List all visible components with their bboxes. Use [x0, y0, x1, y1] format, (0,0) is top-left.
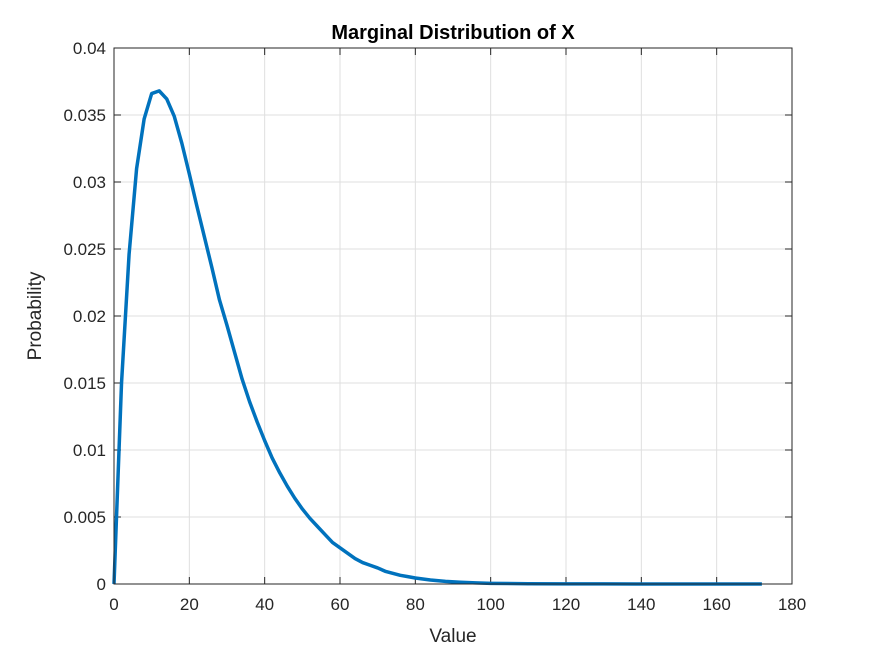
y-tick-label: 0 — [97, 575, 106, 594]
series-line — [112, 89, 762, 586]
x-tick-label: 160 — [702, 595, 730, 614]
x-tick-label: 20 — [180, 595, 199, 614]
y-tick-label: 0.005 — [63, 508, 106, 527]
chart-title: Marginal Distribution of X — [331, 22, 575, 44]
y-tick-label: 0.04 — [73, 39, 106, 58]
y-tick-label: 0.01 — [73, 441, 106, 460]
y-tick-label: 0.025 — [63, 240, 106, 259]
x-tick-label: 140 — [627, 595, 655, 614]
x-tick-label: 40 — [255, 595, 274, 614]
x-axis-label: Value — [429, 626, 476, 647]
y-tick-labels: 0 0.005 0.01 0.015 0.02 0.025 0.03 0.035 0.04 — [63, 39, 106, 594]
x-tick-label: 60 — [331, 595, 350, 614]
y-tick-label: 0.015 — [63, 374, 106, 393]
axes-box — [113, 47, 793, 585]
x-tick-label: 120 — [552, 595, 580, 614]
x-tick-label: 0 — [109, 595, 118, 614]
y-tick-label: 0.03 — [73, 173, 106, 192]
y-tick-label: 0.02 — [73, 307, 106, 326]
x-tick-label: 100 — [476, 595, 504, 614]
series-group — [112, 89, 762, 586]
y-axis-label: Probability — [25, 271, 46, 360]
y-tick-label: 0.035 — [63, 106, 106, 125]
x-tick-labels: 0 20 40 60 80 100 120 140 160 180 — [109, 595, 806, 614]
x-tick-label: 180 — [778, 595, 806, 614]
x-tick-label: 80 — [406, 595, 425, 614]
